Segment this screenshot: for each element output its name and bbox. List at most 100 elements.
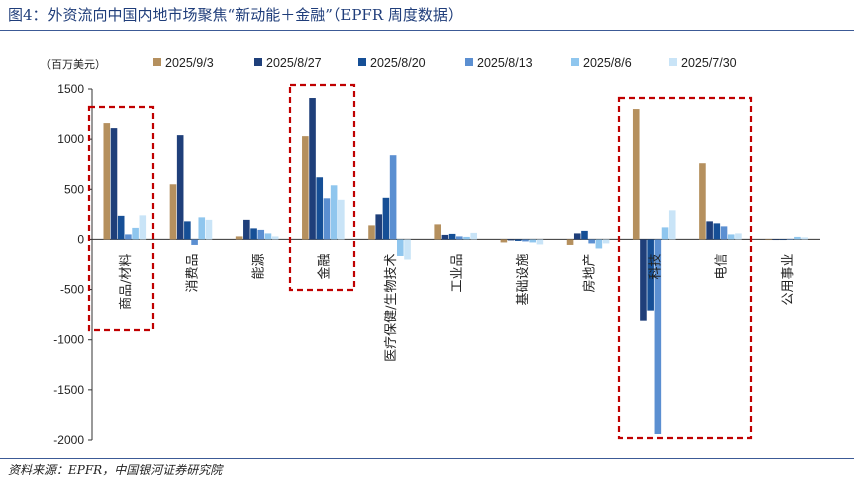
- legend-swatch: [254, 58, 262, 66]
- bar: [654, 239, 662, 434]
- legend-label: 2025/8/27: [266, 56, 322, 70]
- bar: [198, 217, 206, 240]
- bar: [581, 230, 588, 240]
- bar: [588, 239, 595, 244]
- bar: [794, 236, 801, 240]
- bar: [441, 234, 449, 240]
- legend-label: 2025/8/13: [477, 56, 533, 70]
- bar: [338, 199, 345, 240]
- bar: [522, 239, 529, 242]
- legend-swatch: [669, 58, 677, 66]
- bar: [132, 227, 139, 240]
- bar: [801, 237, 808, 240]
- title-divider: [0, 30, 854, 31]
- bar: [456, 236, 463, 240]
- bar: [602, 239, 610, 244]
- highlight-box: [87, 105, 155, 332]
- y-tick-label: 500: [64, 182, 84, 196]
- bar: [169, 184, 177, 240]
- legend-swatch: [358, 58, 366, 66]
- bar: [566, 239, 574, 245]
- bar: [243, 219, 250, 240]
- bar: [735, 233, 742, 240]
- bar: [720, 226, 728, 240]
- bar: [184, 221, 191, 240]
- category-label: 工业品: [450, 253, 465, 292]
- bar: [264, 233, 272, 240]
- bar: [125, 234, 132, 240]
- category-label: 医疗保健/生物技术: [384, 253, 399, 361]
- highlight-box: [617, 96, 753, 440]
- bar: [463, 236, 470, 240]
- bar: [727, 234, 735, 240]
- bar: [529, 239, 536, 243]
- category-label: 基础设施: [516, 253, 531, 305]
- bar: [397, 239, 404, 256]
- bar: [330, 185, 338, 240]
- y-tick-label: -2000: [53, 433, 84, 447]
- bar: [668, 210, 676, 240]
- bar: [434, 224, 441, 240]
- footer-divider: [0, 458, 854, 459]
- bar: [507, 239, 515, 241]
- bar: [302, 136, 309, 240]
- bar: [706, 221, 713, 240]
- bar: [536, 239, 544, 245]
- bar: [500, 239, 508, 243]
- bar: [779, 239, 787, 241]
- category-label: 电信: [715, 253, 730, 279]
- chart-title: 图4：外资流向中国内地市场聚焦“新动能＋金融”（EPFR 周度数据）: [8, 6, 463, 24]
- bar: [595, 239, 603, 249]
- bar: [271, 236, 279, 240]
- source-note: 资料来源：EPFR，中国银河证券研究院: [8, 463, 223, 477]
- bar: [640, 239, 647, 321]
- bar: [647, 239, 654, 311]
- bar: [786, 238, 794, 240]
- bar: [316, 177, 324, 240]
- bar: [382, 197, 390, 240]
- legend-swatch: [571, 58, 579, 66]
- bar: [765, 239, 772, 241]
- bar: [139, 215, 147, 240]
- bar: [772, 239, 780, 241]
- unit-label: （百万美元）: [40, 58, 106, 71]
- category-label: 商品/材料: [119, 253, 134, 309]
- bar: [389, 155, 397, 240]
- bar: [235, 236, 243, 240]
- category-label: 消费品: [185, 253, 200, 292]
- bar: [632, 109, 640, 240]
- bar: [257, 229, 265, 240]
- bar: [191, 239, 198, 245]
- highlight-box: [288, 83, 356, 292]
- bar: [699, 163, 706, 240]
- y-tick-label: 1000: [57, 132, 84, 146]
- legend-swatch: [465, 58, 473, 66]
- y-tick-label: -1000: [53, 333, 84, 347]
- legend-label: 2025/8/6: [583, 56, 632, 70]
- category-label: 房地产: [581, 253, 597, 292]
- category-label: 公用事业: [781, 253, 796, 305]
- legend-label: 2025/8/20: [370, 56, 426, 70]
- bar: [250, 228, 257, 240]
- bar: [573, 233, 581, 240]
- bar: [117, 215, 125, 240]
- category-label: 科技: [649, 253, 664, 279]
- bar: [205, 219, 213, 240]
- bar: [323, 198, 331, 240]
- bar: [448, 233, 456, 240]
- bar: [404, 239, 411, 260]
- legend-swatch: [153, 58, 161, 66]
- y-tick-label: 0: [77, 232, 84, 246]
- y-tick-label: -1500: [53, 383, 84, 397]
- legend-label: 2025/9/3: [165, 56, 214, 70]
- bar: [103, 123, 111, 240]
- bar: [375, 214, 383, 240]
- bar: [470, 232, 477, 240]
- bar: [713, 223, 721, 240]
- bar: [661, 227, 669, 240]
- bar: [110, 128, 118, 240]
- bar: [514, 239, 522, 241]
- y-tick-label: 1500: [57, 82, 84, 96]
- category-label: 金融: [317, 253, 333, 279]
